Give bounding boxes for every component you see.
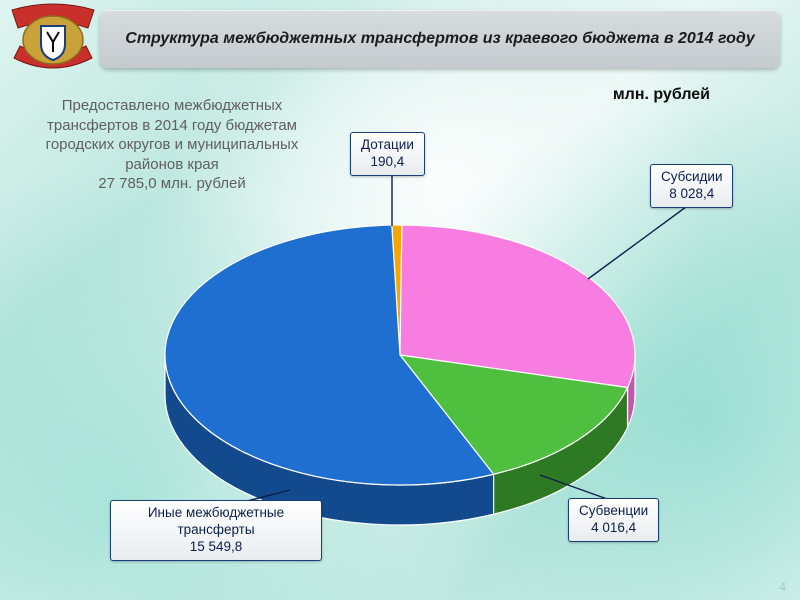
callout-value: 8 028,4 [669,186,714,201]
callout-other: Иные межбюджетные трансферты 15 549,8 [110,500,322,561]
callout-subventions: Субвенции 4 016,4 [568,498,659,542]
callout-value: 4 016,4 [591,520,636,535]
callout-label: Дотации [361,137,414,152]
callout-value: 190,4 [371,154,405,169]
callout-subsidies: Субсидии 8 028,4 [650,164,733,208]
callout-label: Субвенции [579,503,648,518]
leader-line-subsidies [588,204,690,279]
slide-number: 4 [779,580,786,594]
callout-label: Иные межбюджетные [148,505,284,520]
callout-label: Субсидии [661,169,722,184]
callout-label: трансферты [177,522,254,537]
callout-dotations: Дотации 190,4 [350,132,425,176]
callout-value: 15 549,8 [190,539,243,554]
